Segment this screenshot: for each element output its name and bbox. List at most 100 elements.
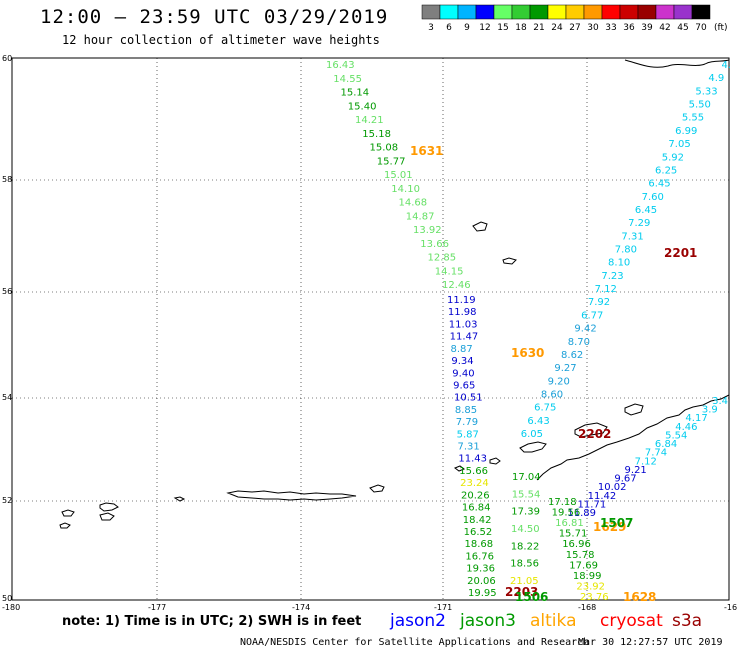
map-frame: [11, 57, 730, 601]
swh-value: 11.71: [578, 499, 607, 510]
legend-swatch-15: [493, 4, 513, 20]
swh-value: 17.69: [569, 560, 598, 571]
lat-label-60: 60: [2, 54, 12, 63]
swh-value: 8.87: [451, 344, 473, 355]
swh-value: 6.45: [635, 205, 657, 216]
island-pribilof-2: [502, 257, 517, 265]
swh-value: 19.36: [466, 564, 495, 575]
swh-value: 6.84: [655, 439, 677, 450]
legend-label-33: 33: [605, 23, 616, 33]
swh-value: 20.06: [467, 576, 496, 587]
legend-label-3: 3: [428, 23, 434, 33]
swh-value: 14.50: [511, 524, 540, 535]
swh-value: 7.31: [621, 231, 643, 242]
swh-value: 15.77: [377, 156, 406, 167]
wave-height-legend: 3 6 9 12 15 18 21 24 27 30 33 36 39 42 45 70: [421, 4, 711, 33]
swh-value: 15.40: [348, 101, 377, 112]
swh-value: 7.80: [615, 245, 637, 256]
swh-value: 5.33: [695, 86, 717, 97]
swh-value: 18.99: [573, 571, 602, 582]
lon-labels: -180 -177 -174 -171 -168 -16: [2, 603, 737, 612]
swh-value: 14.87: [406, 211, 435, 222]
footer-timestamp: Mar 30 12:27:57 UTC 2019: [578, 637, 723, 648]
swh-value: 12.85: [428, 253, 457, 264]
swh-value: 9.21: [625, 465, 647, 476]
satellite-jason3: jason3: [459, 611, 516, 631]
swh-value: 11.19: [447, 295, 476, 306]
swh-value: 7.23: [601, 271, 623, 282]
page-subtitle: 12 hour collection of altimeter wave hei…: [62, 33, 380, 47]
swh-value: 13.66: [420, 239, 449, 250]
legend-swatch-9: [457, 4, 477, 20]
swh-value: 9.42: [574, 324, 596, 335]
swh-value: 15.66: [459, 466, 488, 477]
swh-value: 5.55: [682, 113, 704, 124]
swh-value: 16.84: [462, 503, 491, 514]
satellite-jason2: jason2: [389, 611, 446, 631]
swh-value: 11.98: [448, 307, 477, 318]
satellite-cryosat: cryosat: [600, 611, 663, 631]
island-shumagin: [624, 403, 644, 416]
pass-label-2202: 2202: [578, 427, 611, 441]
lon-label-174: -174: [292, 603, 310, 612]
island-near-2: [59, 522, 71, 529]
swh-value: 23.76: [580, 592, 609, 603]
pass-label-2203: 2203: [505, 585, 538, 599]
legend-swatch-42: [655, 4, 675, 20]
swh-value: 6.75: [534, 403, 556, 414]
swh-value: 11.03: [449, 319, 478, 330]
swh-value: 7.74: [645, 448, 667, 459]
legend-label-45: 45: [677, 23, 688, 33]
legend-swatch-18: [511, 4, 531, 20]
swh-value: 6.43: [527, 416, 549, 427]
swh-value: 8.60: [541, 390, 563, 401]
swh-value: 7.29: [628, 218, 650, 229]
swh-value: 11.47: [450, 332, 479, 343]
swh-value: 16.81: [555, 518, 584, 529]
swh-value: 14.15: [435, 266, 464, 277]
island-umnak: [489, 457, 501, 465]
swh-value: 4.46: [675, 422, 697, 433]
lat-label-58: 58: [2, 175, 12, 184]
page-title: 12:00 – 23:59 UTC 03/29/2019: [40, 6, 389, 28]
legend-swatch-21: [529, 4, 549, 20]
swh-value: 7.92: [588, 297, 610, 308]
swh-value: 6.99: [675, 126, 697, 137]
legend-swatch-24: [547, 4, 567, 20]
lon-label-168: -168: [578, 603, 596, 612]
swh-value: 7.31: [458, 442, 480, 453]
swh-value: 14.10: [391, 184, 420, 195]
lon-label-165: -16: [724, 603, 737, 612]
swh-value: 5.92: [662, 152, 684, 163]
pass-label-2201: 2201: [664, 246, 697, 260]
swh-value: 12.46: [442, 280, 471, 291]
legend-label-36: 36: [623, 23, 635, 33]
satellite-s3a: s3a: [672, 611, 702, 631]
legend-label-18: 18: [515, 23, 527, 33]
swh-value: 5.50: [689, 100, 711, 111]
pass-label-1628: 1628: [623, 590, 656, 604]
legend-swatch-39: [637, 4, 657, 20]
lat-label-54: 54: [2, 393, 12, 402]
coast-alaska-peninsula: [536, 394, 730, 481]
footer-credit: NOAA/NESDIS Center for Satellite Applica…: [240, 637, 589, 648]
pass-label-1506: 1506: [515, 590, 548, 604]
swh-value: 14.21: [355, 115, 384, 126]
satellite-altika: altika: [530, 611, 577, 631]
swh-value: 19.95: [468, 588, 497, 599]
legend-swatch-6: [439, 4, 459, 20]
swh-value: 4.: [721, 60, 731, 71]
legend-label-27: 27: [569, 23, 580, 33]
swh-value: 4.9: [708, 73, 724, 84]
swh-value: 7.12: [595, 284, 617, 295]
swh-value: 20.26: [461, 490, 490, 501]
swh-value: 15.71: [559, 529, 588, 540]
pass-label-1631: 1631: [410, 144, 443, 158]
lat-labels: 60 58 56 54 52 50: [2, 54, 12, 603]
legend-swatch-33: [601, 4, 621, 20]
swh-value: 6.45: [648, 179, 670, 190]
swh-value: 6.05: [521, 429, 543, 440]
swh-value: 6.77: [581, 310, 603, 321]
swh-value: 7.79: [456, 417, 478, 428]
